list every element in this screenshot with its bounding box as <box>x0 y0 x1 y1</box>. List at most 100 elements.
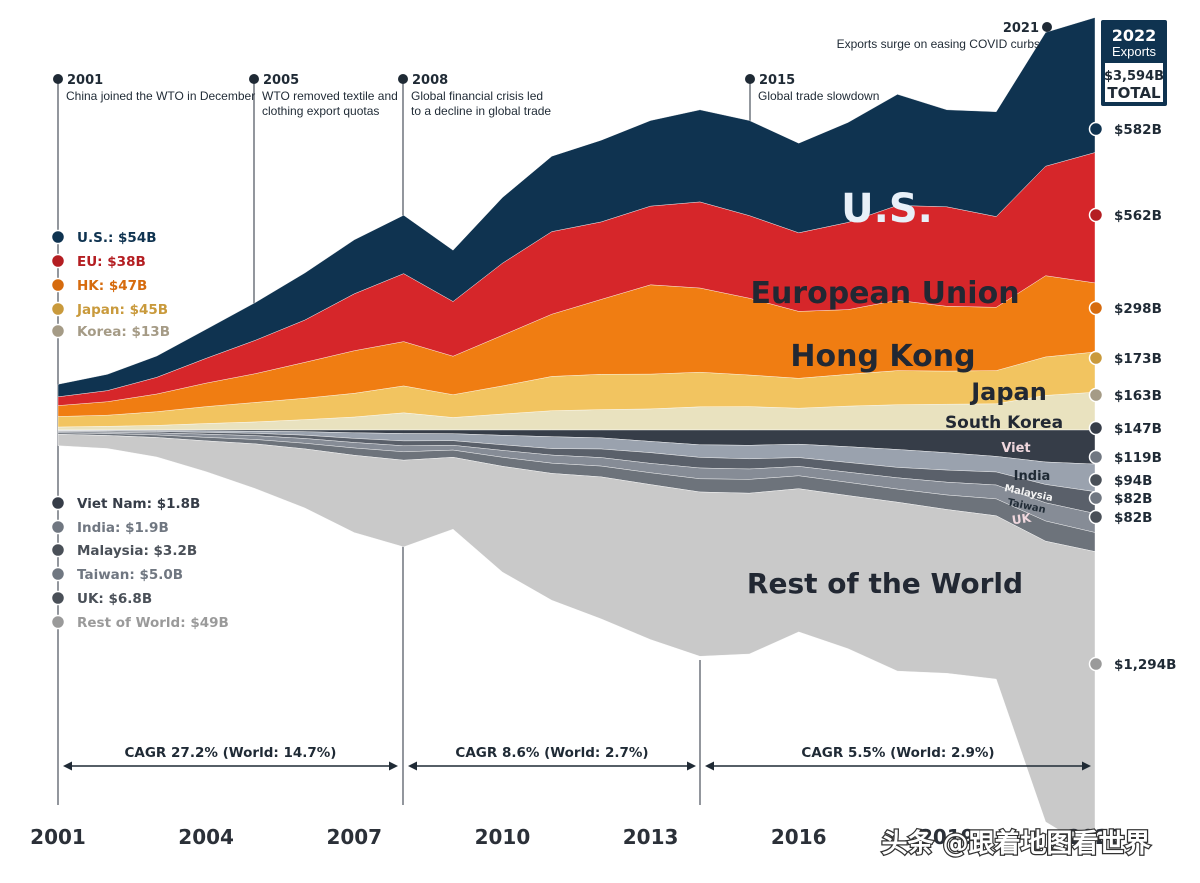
total-box-total: TOTAL <box>1107 84 1161 102</box>
cagr-arrows: CAGR 27.2% (World: 14.7%) CAGR 8.6% (Worl… <box>63 745 1091 771</box>
area-label-rest-of-the-world: Rest of the World <box>747 567 1023 600</box>
start-dot <box>50 301 66 317</box>
end-dot <box>1088 121 1104 137</box>
event-dot-2005 <box>249 74 259 84</box>
start-label: Japan: $45B <box>76 302 168 318</box>
end-label: $582B <box>1114 122 1162 138</box>
start-label: UK: $6.8B <box>77 591 152 607</box>
end-dot <box>1088 509 1104 525</box>
total-box-caption: Exports <box>1112 44 1157 59</box>
x-tick-2016: 2016 <box>771 825 827 849</box>
event-year-2005: 2005 <box>263 73 299 88</box>
event-text-2001: China joined the WTO in December <box>66 89 255 103</box>
x-tick-2007: 2007 <box>326 825 382 849</box>
end-labels: $582B $562B $298B $173B $163B $147B $119B $94B $… <box>1088 121 1176 673</box>
x-tick-2010: 2010 <box>475 825 531 849</box>
area-label-u-s-: U.S. <box>841 186 933 232</box>
event-year-2001: 2001 <box>67 73 103 88</box>
end-label: $163B <box>1114 388 1162 404</box>
start-dot <box>50 229 66 245</box>
area-label-south-korea: South Korea <box>945 413 1063 433</box>
cagr-arrow-head-right <box>389 761 398 771</box>
start-label: Rest of World: $49B <box>77 615 229 631</box>
start-label: India: $1.9B <box>77 520 169 536</box>
area-label-japan: Japan <box>969 378 1047 406</box>
cagr-label: CAGR 8.6% (World: 2.7%) <box>455 745 648 761</box>
cagr-arrow-head-left <box>705 761 714 771</box>
end-label: $147B <box>1114 421 1162 437</box>
area-u-s- <box>57 17 1096 398</box>
area-label-hong-kong: Hong Kong <box>790 339 975 374</box>
event-text-2021: Exports surge on easing COVID curbs <box>837 37 1040 51</box>
event-text-2015: Global trade slowdown <box>758 89 879 103</box>
end-dot <box>1088 420 1104 436</box>
x-tick-2004: 2004 <box>178 825 234 849</box>
start-dot <box>50 519 66 535</box>
area-label-european-union: European Union <box>750 276 1019 311</box>
start-label: Viet Nam: $1.8B <box>77 496 200 512</box>
stream-areas <box>57 17 1096 853</box>
area-labels: U.S. European Union Hong Kong Japan South Ko… <box>747 186 1063 600</box>
start-dot <box>50 566 66 582</box>
end-label: $94B <box>1114 473 1152 489</box>
start-label: U.S.: $54B <box>77 230 157 246</box>
event-dot-2015 <box>745 74 755 84</box>
cagr-label: CAGR 5.5% (World: 2.9%) <box>801 745 994 761</box>
end-dot <box>1088 300 1104 316</box>
x-tick-2019: 2019 <box>919 825 975 849</box>
area-label-viet-nam: Viet <box>1001 441 1030 456</box>
event-text-2008: Global financial crisis led <box>411 89 543 103</box>
start-dot <box>50 277 66 293</box>
total-box-inner <box>1105 63 1163 102</box>
end-label: $82B <box>1114 510 1152 526</box>
start-label: Korea: $13B <box>77 324 170 340</box>
event-text-2008: to a decline in global trade <box>411 104 551 118</box>
start-dot <box>50 590 66 606</box>
cagr-arrow-head-left <box>63 761 72 771</box>
end-label: $298B <box>1114 301 1162 317</box>
end-dot <box>1088 207 1104 223</box>
start-label: EU: $38B <box>77 254 146 270</box>
event-year-2008: 2008 <box>412 73 448 88</box>
end-dot <box>1088 350 1104 366</box>
cagr-label: CAGR 27.2% (World: 14.7%) <box>125 745 337 761</box>
start-dot <box>50 323 66 339</box>
area-label-india: India <box>1014 469 1051 484</box>
start-label: Taiwan: $5.0B <box>77 567 183 583</box>
x-tick-2013: 2013 <box>623 825 679 849</box>
x-axis-ticks: 2001 2004 2007 2010 2013 2016 2019 2022 <box>30 825 1123 849</box>
end-label: $562B <box>1114 208 1162 224</box>
start-dot <box>50 253 66 269</box>
cagr-arrow-head-right <box>1082 761 1091 771</box>
area-label-uk: UK <box>1011 511 1033 528</box>
end-label: $82B <box>1114 491 1152 507</box>
event-year-2015: 2015 <box>759 73 795 88</box>
end-dot <box>1088 387 1104 403</box>
start-dot <box>50 614 66 630</box>
start-label: Malaysia: $3.2B <box>77 543 197 559</box>
end-dot <box>1088 472 1104 488</box>
start-labels: U.S.: $54B EU: $38B HK: $47B Japan: $45B Kor… <box>50 229 229 631</box>
end-label: $173B <box>1114 351 1162 367</box>
x-tick-2001: 2001 <box>30 825 86 849</box>
start-dot <box>50 495 66 511</box>
watermark-text: 头条 @跟着地图看世界 <box>881 828 1150 859</box>
event-year-2021: 2021 <box>1003 21 1039 36</box>
end-dot <box>1088 490 1104 506</box>
total-box-value: $3,594B <box>1104 69 1164 84</box>
end-dot <box>1088 656 1104 672</box>
event-dot-2021 <box>1042 22 1052 32</box>
event-text-2005: WTO removed textile and <box>262 89 398 103</box>
cagr-arrow-head-right <box>687 761 696 771</box>
end-label: $119B <box>1114 450 1162 466</box>
cagr-arrow-head-left <box>408 761 417 771</box>
total-box-year: 2022 <box>1112 26 1157 45</box>
event-dot-2001 <box>53 74 63 84</box>
end-dot <box>1088 449 1104 465</box>
start-dot <box>50 542 66 558</box>
start-label: HK: $47B <box>77 278 147 294</box>
area-rest-of-the-world <box>57 434 1096 853</box>
